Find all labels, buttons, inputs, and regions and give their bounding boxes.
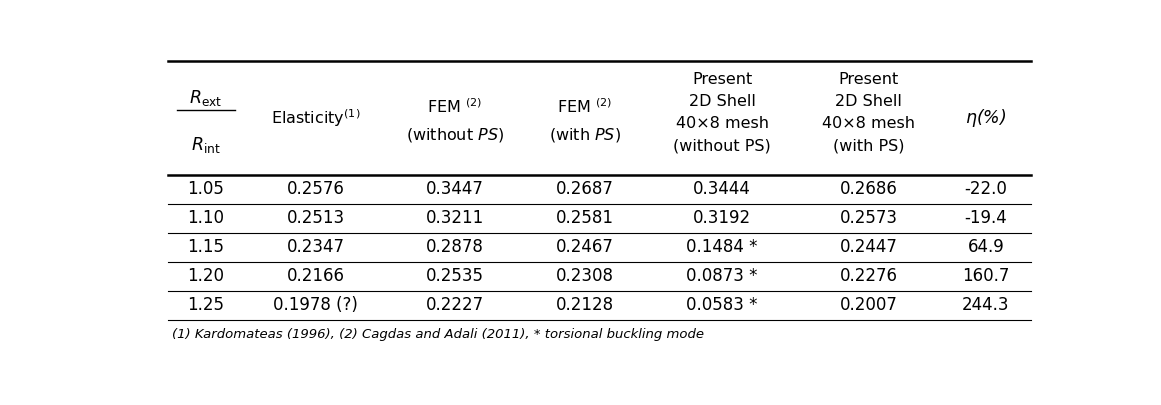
Text: 0.3211: 0.3211 [426, 209, 484, 228]
Text: 0.2535: 0.2535 [426, 267, 484, 286]
Text: 2D Shell: 2D Shell [688, 94, 756, 109]
Text: 0.0873 *: 0.0873 * [686, 267, 758, 286]
Text: 0.2573: 0.2573 [839, 209, 897, 228]
Text: (without $\it{PS}$): (without $\it{PS}$) [406, 126, 504, 144]
Text: (with PS): (with PS) [832, 139, 904, 153]
Text: (1) Kardomateas (1996), (2) Cagdas and Adali (2011), * torsional buckling mode: (1) Kardomateas (1996), (2) Cagdas and A… [172, 328, 704, 341]
Text: 0.2581: 0.2581 [556, 209, 614, 228]
Text: 0.2276: 0.2276 [839, 267, 897, 286]
Text: 244.3: 244.3 [962, 296, 1010, 314]
Text: 1.20: 1.20 [187, 267, 224, 286]
Text: FEM $^{(2)}$: FEM $^{(2)}$ [557, 97, 613, 116]
Text: 2D Shell: 2D Shell [835, 94, 902, 109]
Text: 0.1978 (?): 0.1978 (?) [273, 296, 359, 314]
Text: 0.2447: 0.2447 [839, 239, 897, 256]
Text: 160.7: 160.7 [962, 267, 1010, 286]
Text: 0.1484 *: 0.1484 * [686, 239, 758, 256]
Text: 1.10: 1.10 [187, 209, 224, 228]
Text: FEM $^{(2)}$: FEM $^{(2)}$ [427, 97, 483, 116]
Text: 0.2576: 0.2576 [287, 181, 345, 198]
Text: 1.15: 1.15 [187, 239, 224, 256]
Text: 0.2007: 0.2007 [839, 296, 897, 314]
Text: (without PS): (without PS) [673, 139, 771, 153]
Text: 0.3444: 0.3444 [693, 181, 751, 198]
Text: 0.2128: 0.2128 [556, 296, 614, 314]
Text: 0.3447: 0.3447 [426, 181, 484, 198]
Text: 0.2166: 0.2166 [287, 267, 345, 286]
Text: Present: Present [692, 72, 752, 87]
Text: -22.0: -22.0 [965, 181, 1008, 198]
Text: 0.2513: 0.2513 [287, 209, 345, 228]
Text: 0.2308: 0.2308 [556, 267, 614, 286]
Text: 64.9: 64.9 [967, 239, 1004, 256]
Text: 0.2467: 0.2467 [556, 239, 614, 256]
Text: $R_{\rm int}$: $R_{\rm int}$ [190, 135, 221, 155]
Text: 0.3192: 0.3192 [693, 209, 751, 228]
Text: 40×8 mesh: 40×8 mesh [822, 116, 915, 131]
Text: (with $\it{PS}$): (with $\it{PS}$) [549, 126, 621, 144]
Text: 0.2878: 0.2878 [426, 239, 484, 256]
Text: 0.2347: 0.2347 [287, 239, 345, 256]
Text: Present: Present [838, 72, 899, 87]
Text: Elasticity$^{(1)}$: Elasticity$^{(1)}$ [271, 107, 361, 129]
Text: -19.4: -19.4 [965, 209, 1008, 228]
Text: $\eta$(%): $\eta$(%) [965, 107, 1007, 129]
Text: 0.0583 *: 0.0583 * [686, 296, 758, 314]
Text: 0.2227: 0.2227 [426, 296, 484, 314]
Text: 1.25: 1.25 [187, 296, 224, 314]
Text: 1.05: 1.05 [187, 181, 224, 198]
Text: 40×8 mesh: 40×8 mesh [676, 116, 769, 131]
Text: 0.2687: 0.2687 [556, 181, 614, 198]
Text: 0.2686: 0.2686 [839, 181, 897, 198]
Text: $R_{\rm ext}$: $R_{\rm ext}$ [189, 88, 223, 108]
